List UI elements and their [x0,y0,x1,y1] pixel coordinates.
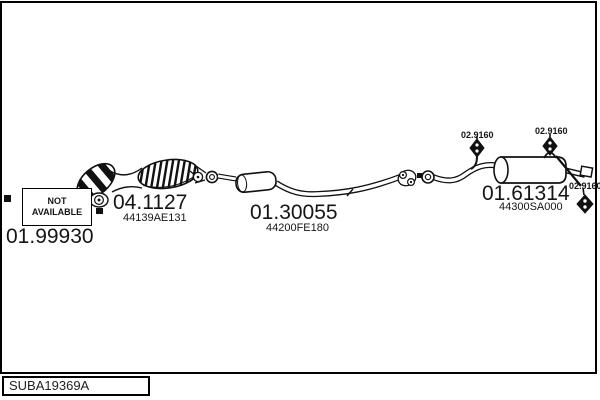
rear-silencer-body [493,151,582,187]
rear-inlet-pipe-drawing [431,162,501,184]
drawing-code-box: SUBA19369A [2,376,150,396]
part-number-hanger-middle[interactable]: 02.9160 [535,126,568,136]
drawing-code: SUBA19369A [9,378,90,393]
rubber-hanger-middle-icon [542,134,558,156]
oem-reference-centre-pipe: 44200FE180 [266,222,329,234]
part-number-catalytic-converter[interactable]: 04.1127 [113,191,188,214]
part-number-rear-silencer[interactable]: 01.61314 [482,182,570,205]
rubber-hanger-front-icon [469,136,485,158]
rear-flange-bolt [417,173,422,178]
part-number-hanger-front[interactable]: 02.9160 [461,130,494,140]
not-available-line2: AVAILABLE [31,207,83,217]
cat-inlet-cone [109,167,143,193]
pipe-weld-tick [346,188,354,197]
cat-outlet-joint [188,165,237,184]
part-number-centre-pipe[interactable]: 01.30055 [250,201,338,224]
catalytic-converter-body [137,155,199,193]
flange-bolt-square [96,208,103,214]
tail-pipe-tip [579,165,594,178]
centre-pipe-drawing [274,174,402,198]
rear-flange-joint [397,169,435,187]
front-mount-square [4,195,11,202]
oem-reference-rear-silencer: 44300SA000 [499,201,563,213]
not-available-box: NOT AVAILABLE [22,188,92,226]
part-number-hanger-rear[interactable]: 02.9160 [569,181,600,191]
front-flange [89,192,109,214]
oem-reference-catalytic-converter: 44139AE131 [123,212,187,224]
rubber-hanger-rear-icon [576,187,594,214]
part-number-front-pipe[interactable]: 01.99930 [6,225,94,248]
centre-resonator [235,170,277,194]
silencer-hanger-rod [555,155,582,187]
not-available-line1: NOT [47,196,67,206]
